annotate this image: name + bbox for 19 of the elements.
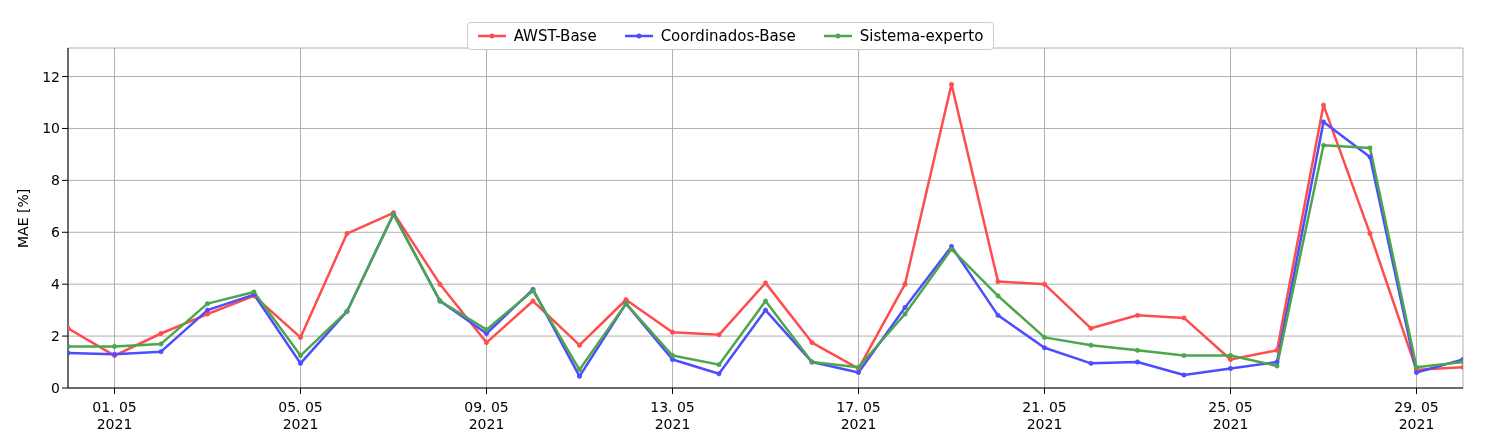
x-tick-label: 01. 05 2021: [92, 399, 137, 432]
x-tick-label: 05. 05 2021: [278, 399, 323, 432]
legend-label: AWST-Base: [512, 27, 597, 45]
y-tick-label: 10: [42, 120, 60, 137]
x-tick-label: 25. 05 2021: [1208, 399, 1253, 432]
x-tick-label: 21. 05 2021: [1022, 399, 1067, 432]
x-tick-label: 09. 05 2021: [464, 399, 509, 432]
y-axis-title: MAE [%]: [14, 188, 31, 248]
y-tick-label: 4: [51, 276, 61, 293]
y-tick-label: 6: [51, 224, 61, 241]
x-tick-label: 17. 05 2021: [836, 399, 881, 432]
legend-label: Coordinados-Base: [659, 27, 796, 45]
y-tick-label: 0: [51, 379, 60, 396]
y-tick-label: 8: [51, 172, 60, 189]
y-tick-label: 12: [42, 68, 60, 85]
legend-label: Sistema-experto: [858, 27, 984, 45]
x-tick-label: 29. 05 2021: [1394, 399, 1439, 432]
y-tick-label: 2: [51, 328, 60, 345]
x-tick-label: 13. 05 2021: [650, 399, 695, 432]
